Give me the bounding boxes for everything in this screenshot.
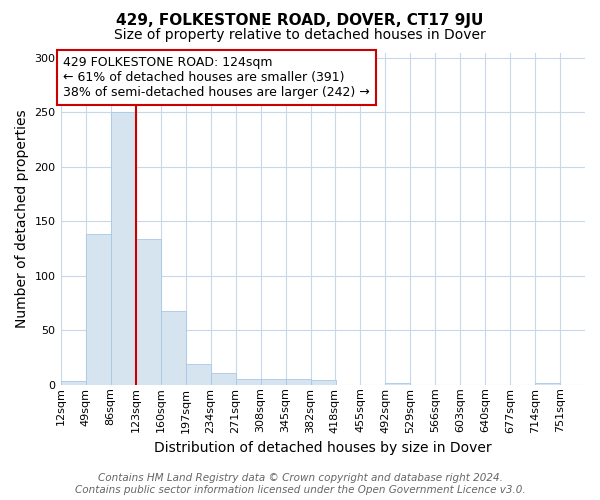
Bar	[385, 382, 410, 385]
Bar	[86, 234, 110, 385]
Text: Size of property relative to detached houses in Dover: Size of property relative to detached ho…	[114, 28, 486, 42]
Bar	[161, 310, 185, 385]
Bar	[286, 380, 311, 385]
Text: 429 FOLKESTONE ROAD: 124sqm
← 61% of detached houses are smaller (391)
38% of se: 429 FOLKESTONE ROAD: 124sqm ← 61% of det…	[63, 56, 370, 99]
X-axis label: Distribution of detached houses by size in Dover: Distribution of detached houses by size …	[154, 441, 491, 455]
Bar	[136, 239, 161, 385]
Bar	[110, 112, 136, 385]
Bar	[211, 373, 236, 385]
Bar	[535, 382, 560, 385]
Bar	[260, 380, 286, 385]
Y-axis label: Number of detached properties: Number of detached properties	[15, 110, 29, 328]
Bar	[236, 380, 260, 385]
Bar	[311, 380, 335, 385]
Text: Contains HM Land Registry data © Crown copyright and database right 2024.
Contai: Contains HM Land Registry data © Crown c…	[74, 474, 526, 495]
Text: 429, FOLKESTONE ROAD, DOVER, CT17 9JU: 429, FOLKESTONE ROAD, DOVER, CT17 9JU	[116, 12, 484, 28]
Bar	[185, 364, 211, 385]
Bar	[61, 382, 86, 385]
